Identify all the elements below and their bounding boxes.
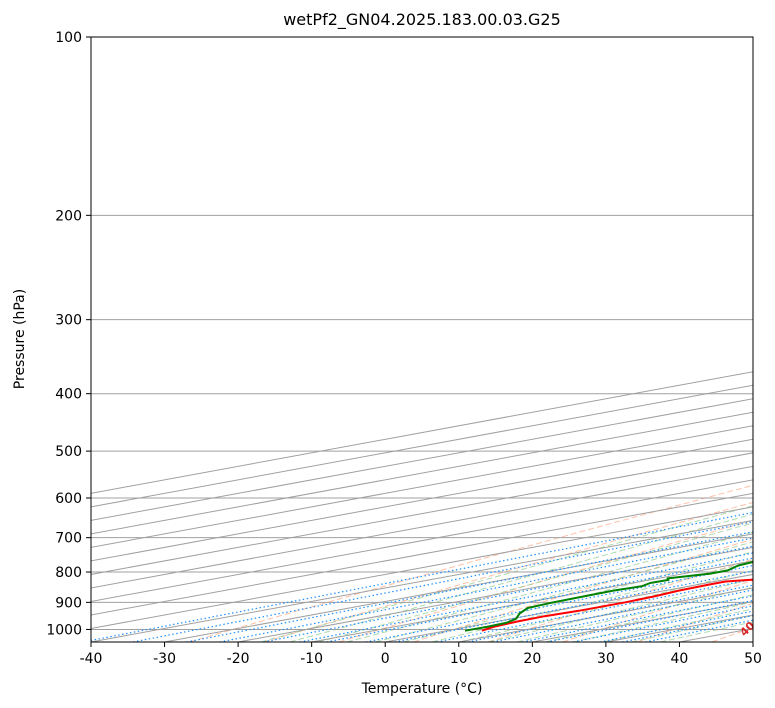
- x-tick-label: 50: [744, 651, 762, 667]
- mixing-ratio-line: [436, 578, 753, 642]
- x-tick-label: 40: [671, 651, 689, 667]
- isotherm-line: [91, 506, 753, 629]
- x-tick-label: 10: [450, 651, 468, 667]
- dry-adiabats: [189, 484, 753, 642]
- y-tick-label: 200: [55, 208, 82, 224]
- dry-adiabat: [562, 579, 753, 642]
- dry-adiabat: [338, 519, 753, 642]
- mixing-ratio-line: [186, 531, 753, 642]
- y-axis: 1000 900 800 700 600 500 400 300 200 100: [46, 30, 91, 638]
- x-tick-label: 30: [597, 651, 615, 667]
- x-tick-label: 0: [381, 651, 390, 667]
- moist-adiabat: [346, 531, 753, 642]
- isotherm-line: [91, 425, 753, 548]
- isotherm-line: [91, 438, 753, 562]
- y-tick-label: 400: [55, 387, 82, 403]
- moist-adiabat: [260, 505, 753, 642]
- mixing-ratio-line: [467, 584, 753, 642]
- mixing-ratio-lines: [91, 511, 753, 642]
- y-tick-label: 100: [55, 30, 82, 46]
- moist-adiabat: [289, 513, 753, 642]
- moist-adiabat: [403, 551, 753, 642]
- dry-adiabat: [487, 558, 753, 642]
- sounding-traces: [464, 560, 753, 632]
- mixing-ratio-line: [326, 557, 753, 642]
- mixing-ratio-line: [394, 570, 753, 642]
- isotherm-line: [91, 465, 753, 589]
- x-tick-label: -10: [300, 651, 323, 667]
- temperature-trace: [481, 578, 753, 632]
- y-tick-label: 1000: [46, 622, 82, 638]
- x-tick-label: -30: [153, 651, 176, 667]
- x-axis-label: Temperature (°C): [361, 681, 483, 697]
- isotherm-line: [752, 641, 753, 642]
- dewpoint-trace: [464, 560, 753, 632]
- y-tick-label: 500: [55, 444, 82, 460]
- mixing-ratio-line: [299, 552, 753, 642]
- x-axis: -40 -30 -20 -10 0 10 20 30 40 50: [80, 642, 762, 667]
- isotherm-line: [164, 533, 753, 642]
- dry-adiabat: [189, 484, 753, 642]
- y-tick-label: 800: [55, 565, 82, 581]
- isobar-gridlines: [91, 37, 753, 630]
- mixing-ratio-line: [365, 564, 753, 642]
- isotherm-line: [91, 452, 753, 575]
- chart-title: wetPf2_GN04.2025.183.00.03.G25: [283, 10, 561, 30]
- y-tick-label: 300: [55, 313, 82, 329]
- y-tick-label: 900: [55, 595, 82, 611]
- isotherm-gridlines: [91, 371, 753, 642]
- dry-adiabat: [264, 501, 753, 642]
- x-tick-label: 20: [523, 651, 541, 667]
- y-tick-label: 700: [55, 531, 82, 547]
- isotherm-line: [91, 492, 753, 616]
- isotherm-line: [91, 479, 753, 602]
- x-tick-label: -40: [80, 651, 103, 667]
- y-axis-label: Pressure (hPa): [12, 289, 28, 389]
- y-tick-label: 600: [55, 491, 82, 507]
- isotherm-line: [91, 519, 753, 642]
- plot-frame: [90, 36, 754, 643]
- x-tick-label: -20: [227, 651, 250, 667]
- plot-area: [91, 37, 753, 642]
